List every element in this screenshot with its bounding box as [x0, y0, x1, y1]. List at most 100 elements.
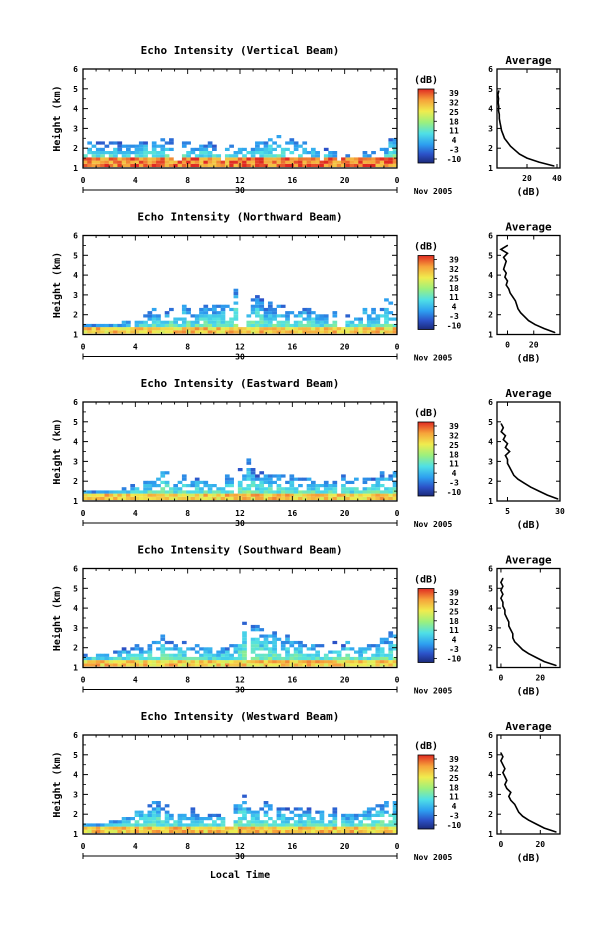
echo-cell — [349, 480, 355, 485]
echo-cell — [345, 490, 351, 494]
echo-cell — [379, 640, 385, 645]
echo-cell — [259, 490, 265, 494]
echo-cell — [216, 157, 222, 161]
echo-cell — [164, 490, 170, 494]
echo-cell — [255, 624, 260, 629]
echo-cell — [345, 493, 351, 497]
echo-cell — [353, 157, 359, 161]
echo-cell — [255, 160, 260, 164]
echo-cell — [267, 487, 273, 491]
echo-cell — [293, 163, 299, 168]
echo-cell — [323, 823, 329, 827]
average-profile-point — [512, 637, 514, 639]
echo-cell — [220, 653, 226, 657]
echo-cell — [233, 157, 239, 161]
echo-cell — [353, 330, 359, 334]
echo-cell — [164, 663, 170, 667]
echo-cell — [345, 663, 351, 667]
echo-cell — [220, 330, 226, 334]
echo-cell — [233, 826, 239, 830]
echo-cell — [392, 154, 398, 158]
echo-cell — [87, 829, 92, 834]
echo-cell — [289, 163, 295, 168]
echo-cell — [255, 301, 260, 305]
echo-cell — [280, 647, 286, 651]
echo-cell — [95, 151, 101, 155]
echo-cell — [181, 327, 187, 331]
echo-cell — [332, 320, 338, 324]
echo-cell — [353, 656, 359, 661]
echo-cell — [216, 327, 222, 331]
echo-cell — [384, 637, 389, 641]
echo-cell — [302, 323, 308, 328]
echo-cell — [315, 496, 320, 501]
echo-cell — [332, 829, 338, 834]
echo-cell — [306, 653, 312, 657]
echo-cell — [375, 829, 381, 834]
echo-cell — [332, 480, 338, 485]
echo-cell — [95, 330, 101, 334]
echo-cell — [242, 660, 247, 664]
echo-cell — [181, 640, 187, 645]
echo-cell — [181, 496, 187, 501]
average-profile-point — [508, 795, 510, 798]
echo-cell — [289, 157, 295, 161]
colorbar-tick-label: 11 — [449, 127, 459, 136]
avg-y-tick-label: 3 — [488, 457, 493, 466]
echo-cell — [366, 810, 372, 814]
echo-cell — [151, 823, 157, 827]
echo-cell — [315, 493, 320, 497]
average-profile-point — [518, 645, 520, 647]
average-profile-point — [506, 617, 508, 619]
echo-cell — [156, 323, 161, 328]
echo-cell — [259, 317, 265, 321]
echo-cell — [242, 813, 247, 818]
echo-cell — [181, 157, 187, 161]
echo-cell — [358, 650, 363, 654]
echo-cell — [224, 660, 230, 664]
echo-cell — [95, 823, 101, 827]
average-profile-point — [514, 803, 516, 805]
echo-cell — [199, 151, 204, 155]
average-profile-point — [514, 300, 517, 302]
echo-cell — [220, 817, 226, 821]
echo-cell — [302, 644, 308, 648]
colorbar-tick-label: -3 — [449, 645, 459, 654]
echo-cell — [392, 160, 398, 164]
echo-cell — [216, 496, 222, 501]
echo-cell — [379, 660, 385, 664]
echo-cell — [207, 823, 213, 827]
echo-cell — [255, 640, 260, 645]
echo-cell — [293, 490, 299, 494]
echo-cell — [87, 323, 92, 328]
echo-cell — [285, 647, 290, 651]
echo-cell — [306, 477, 312, 481]
echo-cell — [126, 653, 131, 657]
month-label: Nov 2005 — [414, 354, 453, 363]
echo-cell — [156, 663, 161, 667]
echo-cell — [207, 829, 213, 834]
echo-cell — [203, 160, 209, 164]
echo-cell — [91, 151, 97, 155]
avg-x-label: (dB) — [516, 853, 540, 864]
echo-cell — [302, 823, 308, 827]
echo-cell — [272, 650, 277, 654]
colorbar-tick-label: 4 — [452, 636, 457, 645]
echo-cell — [156, 660, 161, 664]
echo-cell — [100, 160, 105, 164]
echo-cell — [276, 829, 282, 834]
echo-cell — [87, 656, 92, 661]
echo-cell — [315, 823, 320, 827]
echo-cell — [306, 817, 312, 821]
avg-x-tick-label: 20 — [535, 674, 545, 683]
echo-cell — [216, 829, 222, 834]
echo-cell — [151, 330, 157, 334]
echo-cell — [298, 663, 303, 667]
echo-cell — [353, 493, 359, 497]
average-frame — [496, 734, 561, 835]
panel-title: Echo Intensity (Vertical Beam) — [141, 44, 340, 57]
echo-cell — [216, 817, 222, 821]
echo-cell — [164, 163, 170, 168]
echo-cell — [328, 820, 333, 824]
echo-cell — [151, 327, 157, 331]
